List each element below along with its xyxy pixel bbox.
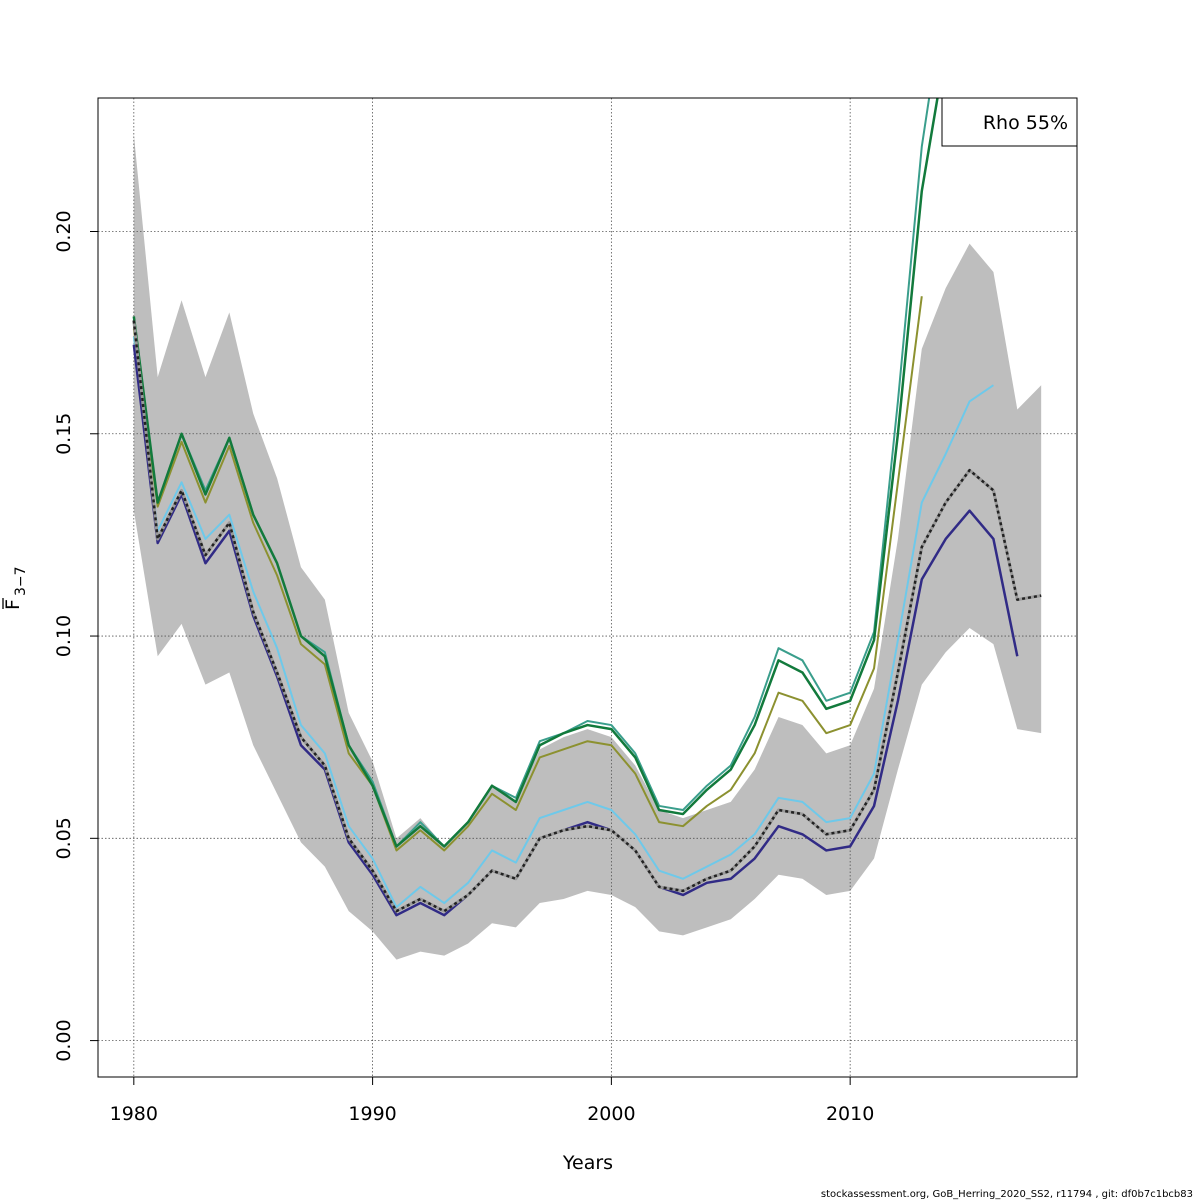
x-tick-label: 2000 [587,1103,635,1125]
x-axis-title: Years [562,1152,613,1174]
y-tick-label: 0.15 [53,413,75,455]
y-axis: 0.00 0.05 0.10 0.15 0.20 [53,210,98,1062]
legend-text: Rho 55% [983,112,1068,134]
x-tick-label: 2010 [826,1103,874,1125]
legend: Rho 55% [941,97,1078,147]
x-tick-label: 1980 [110,1103,158,1125]
x-tick-label: 1990 [348,1103,396,1125]
series-line-5 [132,320,1042,913]
x-axis: 1980 1990 2000 2010 [110,1077,874,1125]
y-axis-title-subscript: 3−7 [13,566,29,596]
series-line-1 [132,296,923,852]
y-tick-label: 0.10 [53,615,75,657]
y-tick-label: 0.20 [53,210,75,252]
series-line-4 [132,344,1019,917]
series-layer [132,98,1042,917]
confidence-band [133,134,1042,960]
plot-frame [97,97,1078,1078]
series-line-0 [132,336,994,909]
footer-credit: stockassessment.org, GoB_Herring_2020_SS… [821,1189,1193,1200]
legend-box [941,97,1078,147]
y-tick-label: 0.05 [53,817,75,859]
confidence-band-layer [133,134,1042,960]
y-axis-title-main: F [2,599,24,610]
y-axis-title: F 3−7 [2,566,29,610]
series-line-3 [132,98,939,848]
y-tick-label: 0.00 [53,1019,75,1061]
